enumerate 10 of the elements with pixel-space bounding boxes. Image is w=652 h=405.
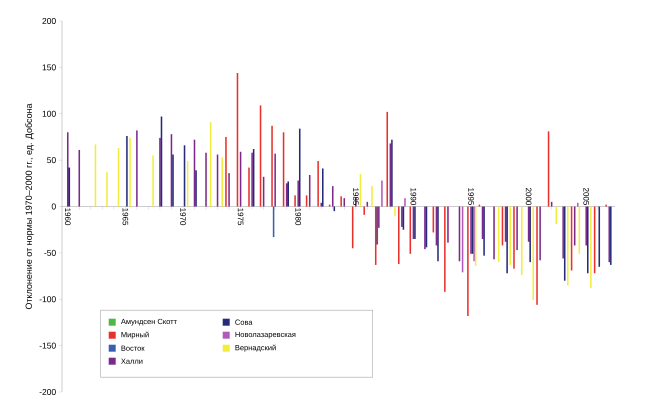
y-tick-label: 150 — [42, 64, 56, 70]
y-tick-label: -50 — [44, 250, 56, 256]
y-tick-label: -150 — [40, 342, 56, 349]
y-tick-label: 0 — [52, 204, 56, 210]
y-tick-label: -200 — [40, 389, 56, 395]
y-axis-title: Отклонение от нормы 1970–2000 гг., ед. Добсона — [25, 104, 34, 310]
y-tick-label: 50 — [47, 157, 56, 164]
y-tick-label: 200 — [42, 18, 56, 24]
y-tick-label: 100 — [42, 110, 56, 117]
y-tick-label: -100 — [40, 296, 56, 302]
